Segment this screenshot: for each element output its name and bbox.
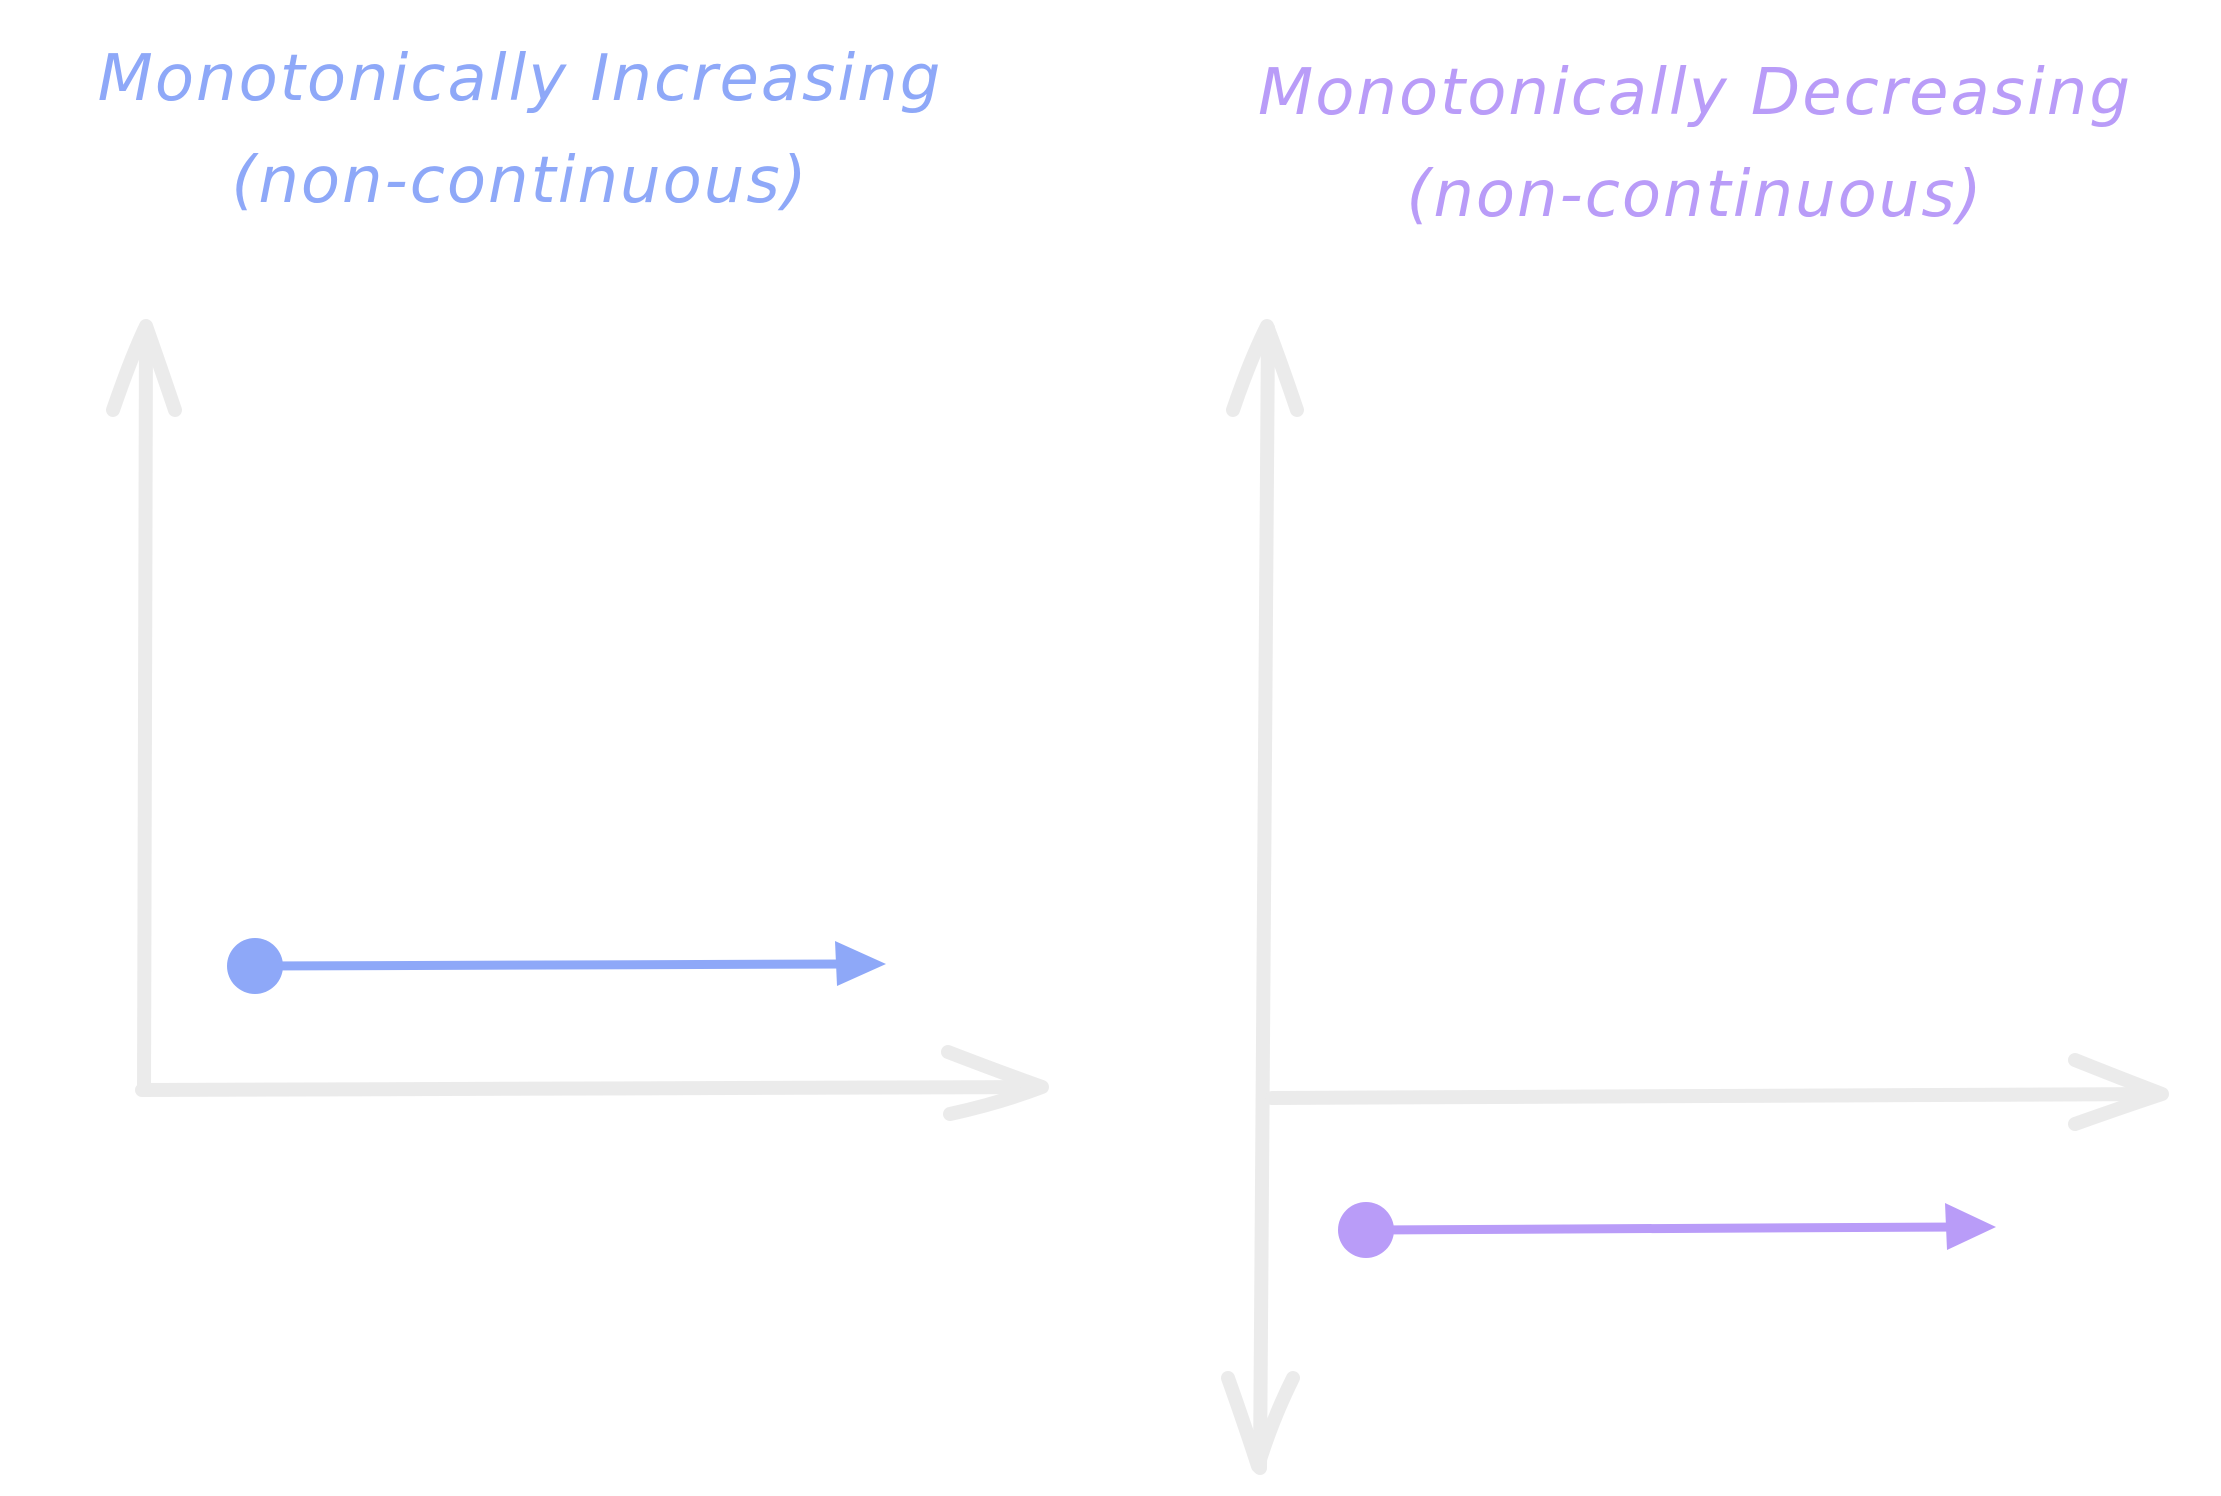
decreasing-segment-line [1361,1222,1967,1235]
right-y-axis-top-arrowhead [1226,319,1304,417]
increasing-title-line2: (non-continuous) [231,144,809,218]
right-y-axis-bottom-arrowhead [1221,1371,1300,1473]
right-x-axis [1265,1087,2167,1105]
decreasing-arrowhead [1945,1203,1996,1250]
right-y-axis [1253,321,1275,1475]
left-x-axis-arrowhead [941,1045,1049,1121]
increasing-segment [227,938,886,994]
left-y-axis-arrowhead [106,319,182,417]
decreasing-start-dot [1338,1202,1394,1258]
left-axes [106,319,1049,1121]
increasing-title: Monotonically Increasing (non-continuous… [0,28,1040,232]
left-x-axis [135,1080,1047,1097]
increasing-start-dot [227,938,283,994]
decreasing-segment [1338,1202,1996,1258]
decreasing-title: Monotonically Decreasing (non-continuous… [1170,42,2220,246]
increasing-title-line1: Monotonically Increasing [97,42,943,116]
decreasing-title-line2: (non-continuous) [1406,158,1984,232]
right-x-axis-arrowhead [2068,1053,2169,1131]
decreasing-title-line1: Monotonically Decreasing [1258,56,2132,130]
right-axes [1221,319,2169,1475]
left-y-axis [137,321,153,1097]
increasing-arrowhead [835,941,886,986]
increasing-segment-line [250,959,855,971]
